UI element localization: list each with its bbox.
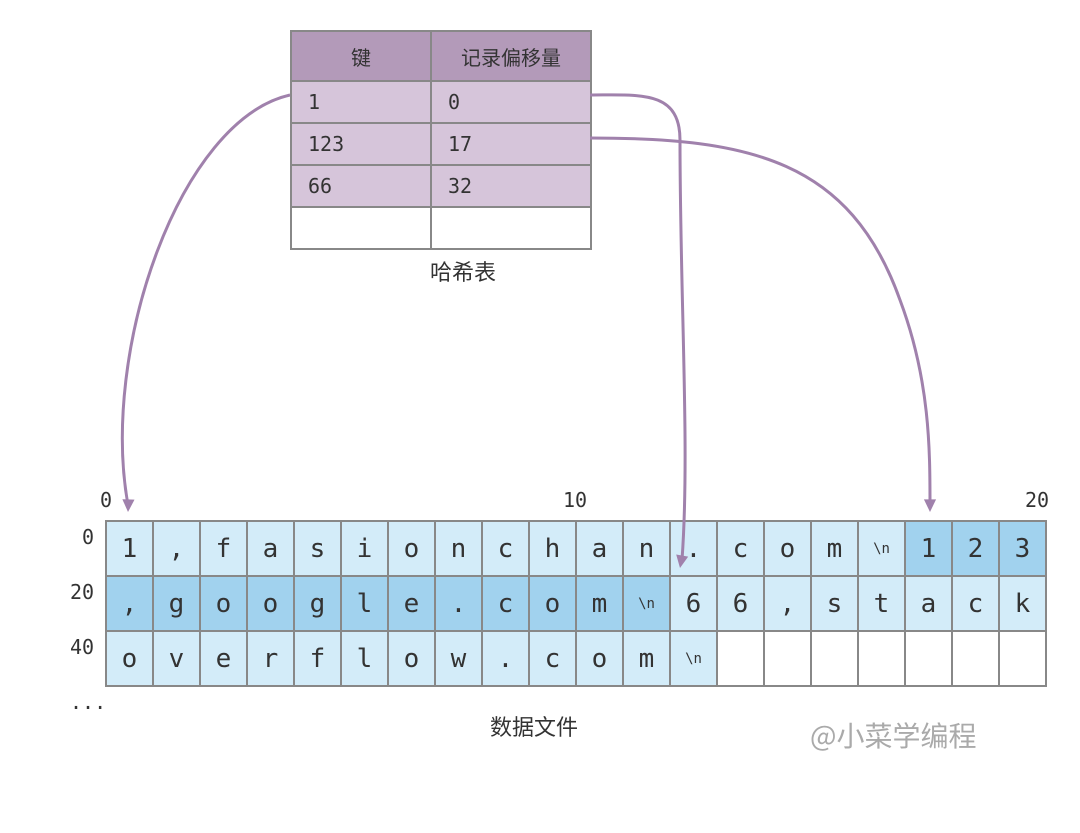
grid-cell: m <box>623 631 670 686</box>
grid-cell: o <box>388 631 435 686</box>
grid-cell: , <box>106 576 153 631</box>
grid-cell: 6 <box>717 576 764 631</box>
grid-cell: c <box>529 631 576 686</box>
hash-cell: 1 <box>291 81 431 123</box>
watermark: @小菜学编程 <box>810 715 977 755</box>
hash-table-label: 哈希表 <box>430 255 496 287</box>
grid-cell: v <box>153 631 200 686</box>
hash-cell: 17 <box>431 123 591 165</box>
grid-cell: 6 <box>670 576 717 631</box>
arrow-head-icon <box>924 499 936 512</box>
grid-cell: . <box>482 631 529 686</box>
grid-cell: 1 <box>905 521 952 576</box>
hash-empty-cell <box>291 207 431 249</box>
diagram-canvas: 键记录偏移量10123176632 哈希表 1,fasionchan.com\n… <box>0 0 1080 833</box>
grid-cell: o <box>388 521 435 576</box>
grid-cell: , <box>153 521 200 576</box>
grid-cell: o <box>247 576 294 631</box>
grid-cell: l <box>341 576 388 631</box>
hash-cell: 32 <box>431 165 591 207</box>
grid-cell <box>811 631 858 686</box>
grid-cell <box>858 631 905 686</box>
grid-cell: , <box>764 576 811 631</box>
grid-cell: t <box>858 576 905 631</box>
grid-cell: 2 <box>952 521 999 576</box>
grid-cell: c <box>952 576 999 631</box>
arrow-head-icon <box>122 499 134 512</box>
axis-left-label: 20 <box>70 580 94 604</box>
grid-cell: o <box>576 631 623 686</box>
grid-cell: a <box>576 521 623 576</box>
data-file-grid: 1,fasionchan.com\n123,google.com\n66,sta… <box>105 520 1047 687</box>
hash-cell: 123 <box>291 123 431 165</box>
arrow-path <box>122 95 290 505</box>
grid-cell: k <box>999 576 1046 631</box>
axis-top-label: 20 <box>1025 488 1049 512</box>
grid-cell: m <box>576 576 623 631</box>
axis-left-label: 0 <box>82 525 94 549</box>
grid-cell: \n <box>623 576 670 631</box>
grid-cell: n <box>623 521 670 576</box>
hash-cell: 66 <box>291 165 431 207</box>
grid-cell: a <box>905 576 952 631</box>
grid-cell: r <box>247 631 294 686</box>
grid-cell: o <box>200 576 247 631</box>
grid-cell: e <box>200 631 247 686</box>
grid-cell: h <box>529 521 576 576</box>
grid-cell <box>764 631 811 686</box>
grid-cell: c <box>482 576 529 631</box>
grid-cell: w <box>435 631 482 686</box>
grid-cell: i <box>341 521 388 576</box>
grid-cell: . <box>435 576 482 631</box>
axis-top-label: 0 <box>100 488 112 512</box>
arrow-path <box>590 138 930 505</box>
grid-cell: o <box>529 576 576 631</box>
data-file-label: 数据文件 <box>490 710 578 742</box>
axis-top-label: 10 <box>563 488 587 512</box>
grid-cell: 1 <box>106 521 153 576</box>
grid-cell: g <box>153 576 200 631</box>
grid-cell: s <box>811 576 858 631</box>
grid-cell: f <box>294 631 341 686</box>
arrow-path <box>590 95 685 560</box>
grid-cell: c <box>717 521 764 576</box>
grid-cell <box>952 631 999 686</box>
grid-cell: f <box>200 521 247 576</box>
grid-cell: 3 <box>999 521 1046 576</box>
grid-cell: \n <box>858 521 905 576</box>
hash-table: 键记录偏移量10123176632 <box>290 30 592 250</box>
grid-cell: n <box>435 521 482 576</box>
grid-cell: m <box>811 521 858 576</box>
grid-cell: e <box>388 576 435 631</box>
grid-cell: g <box>294 576 341 631</box>
grid-cell <box>999 631 1046 686</box>
grid-cell: c <box>482 521 529 576</box>
grid-cell: o <box>764 521 811 576</box>
grid-cell: . <box>670 521 717 576</box>
axis-left-label: ... <box>70 690 106 714</box>
grid-cell: a <box>247 521 294 576</box>
hash-header-cell: 键 <box>291 31 431 81</box>
hash-header-cell: 记录偏移量 <box>431 31 591 81</box>
grid-cell <box>717 631 764 686</box>
grid-cell: \n <box>670 631 717 686</box>
grid-cell: o <box>106 631 153 686</box>
grid-cell: l <box>341 631 388 686</box>
hash-empty-cell <box>431 207 591 249</box>
hash-cell: 0 <box>431 81 591 123</box>
grid-cell <box>905 631 952 686</box>
grid-cell: s <box>294 521 341 576</box>
axis-left-label: 40 <box>70 635 94 659</box>
